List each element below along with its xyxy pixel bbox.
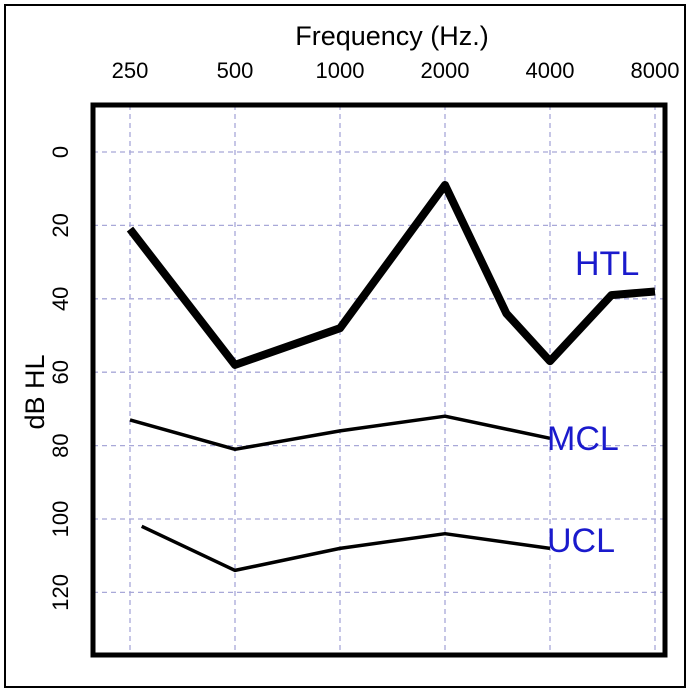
y-tick-label: 20 <box>48 213 73 237</box>
series-line-mcl <box>129 414 551 452</box>
y-tick-labels: 0 20 40 60 80 100 120 <box>48 146 73 611</box>
series-lines <box>126 181 656 573</box>
x-tick-label: 2000 <box>421 58 470 83</box>
series-label-htl: HTL <box>575 245 639 283</box>
x-tick-label: 250 <box>112 58 149 83</box>
series-label-mcl: MCL <box>547 420 619 458</box>
y-axis-title: dB HL <box>20 354 50 429</box>
grid <box>93 105 665 655</box>
y-tick-label: 80 <box>48 433 73 457</box>
y-tick-label: 60 <box>48 360 73 384</box>
x-tick-labels: 250 500 1000 2000 4000 8000 <box>112 58 680 83</box>
x-axis-title: Frequency (Hz.) <box>295 21 489 51</box>
plot-border <box>90 102 668 658</box>
series-labels: HTL MCL UCL <box>547 245 639 560</box>
x-tick-label: 1000 <box>316 58 365 83</box>
x-tick-label: 4000 <box>526 58 575 83</box>
y-tick-label: 120 <box>48 574 73 611</box>
y-tick-label: 100 <box>48 501 73 538</box>
y-tick-label: 0 <box>48 146 73 158</box>
x-tick-label: 500 <box>217 58 254 83</box>
chart-frame <box>4 4 686 688</box>
series-line-ucl <box>140 524 551 573</box>
y-tick-label: 40 <box>48 287 73 311</box>
x-tick-label: 8000 <box>631 58 680 83</box>
series-label-ucl: UCL <box>547 522 615 560</box>
series-line-htl <box>126 181 656 369</box>
